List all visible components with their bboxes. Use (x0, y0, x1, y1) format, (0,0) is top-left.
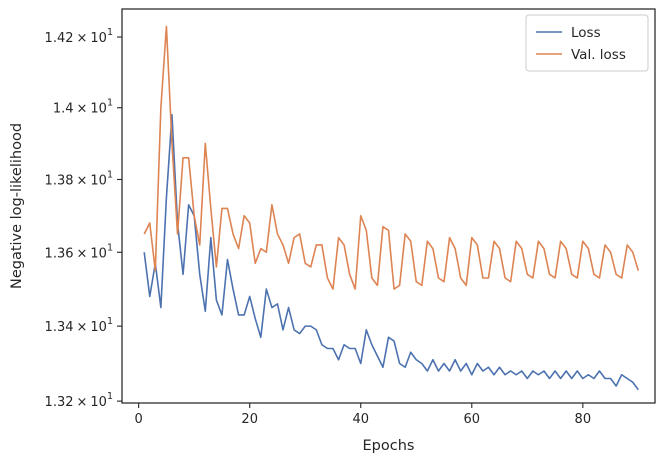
x-axis-label: Epochs (363, 438, 415, 454)
x-tick-label: 0 (135, 412, 143, 427)
y-tick-label: 1.32 × 101 (45, 391, 113, 410)
y-axis-label: Negative log-likelihood (9, 123, 25, 289)
legend-box (525, 14, 649, 72)
series-line-0 (143, 114, 639, 391)
x-tick-label: 80 (575, 412, 592, 427)
axes-frame (121, 8, 656, 404)
x-tick-label: 20 (241, 412, 258, 427)
y-tick-label: 1.4 × 101 (53, 98, 113, 117)
x-tick-label: 40 (352, 412, 369, 427)
legend-label-1: Val. loss (571, 47, 626, 63)
y-tick-label: 1.34 × 101 (45, 316, 113, 335)
y-axis-ticks: 1.32 × 101 1.34 × 101 1.36 × 101 1.38 × 101 1.4 × 101 1… (45, 27, 122, 410)
plot-lines (143, 25, 640, 391)
x-tick-label: 60 (464, 412, 481, 427)
legend: Loss Val. loss (525, 14, 649, 72)
series-line-1 (143, 25, 640, 290)
legend-label-0: Loss (571, 25, 601, 41)
x-axis-ticks: 0 20 40 60 80 (135, 403, 592, 427)
y-tick-label: 1.36 × 101 (45, 242, 113, 261)
y-tick-label: 1.42 × 101 (45, 27, 113, 46)
y-tick-label: 1.38 × 101 (45, 169, 113, 188)
